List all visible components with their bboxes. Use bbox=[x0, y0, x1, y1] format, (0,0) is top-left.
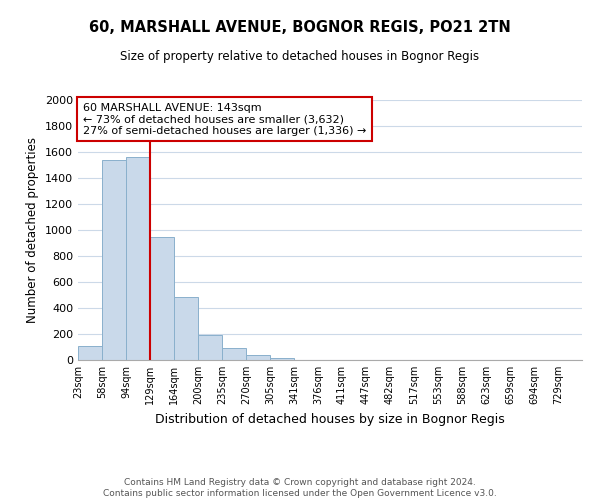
Bar bbox=[246, 356, 270, 360]
Text: Contains HM Land Registry data © Crown copyright and database right 2024.
Contai: Contains HM Land Registry data © Crown c… bbox=[103, 478, 497, 498]
Y-axis label: Number of detached properties: Number of detached properties bbox=[26, 137, 40, 323]
Bar bbox=[78, 346, 102, 360]
Text: 60, MARSHALL AVENUE, BOGNOR REGIS, PO21 2TN: 60, MARSHALL AVENUE, BOGNOR REGIS, PO21 … bbox=[89, 20, 511, 35]
Bar bbox=[270, 358, 294, 360]
Bar bbox=[198, 336, 222, 360]
Bar bbox=[126, 156, 150, 360]
Bar bbox=[102, 160, 126, 360]
X-axis label: Distribution of detached houses by size in Bognor Regis: Distribution of detached houses by size … bbox=[155, 412, 505, 426]
Text: Size of property relative to detached houses in Bognor Regis: Size of property relative to detached ho… bbox=[121, 50, 479, 63]
Text: 60 MARSHALL AVENUE: 143sqm
← 73% of detached houses are smaller (3,632)
27% of s: 60 MARSHALL AVENUE: 143sqm ← 73% of deta… bbox=[83, 102, 367, 136]
Bar bbox=[174, 297, 198, 360]
Bar bbox=[222, 348, 246, 360]
Bar bbox=[150, 236, 174, 360]
